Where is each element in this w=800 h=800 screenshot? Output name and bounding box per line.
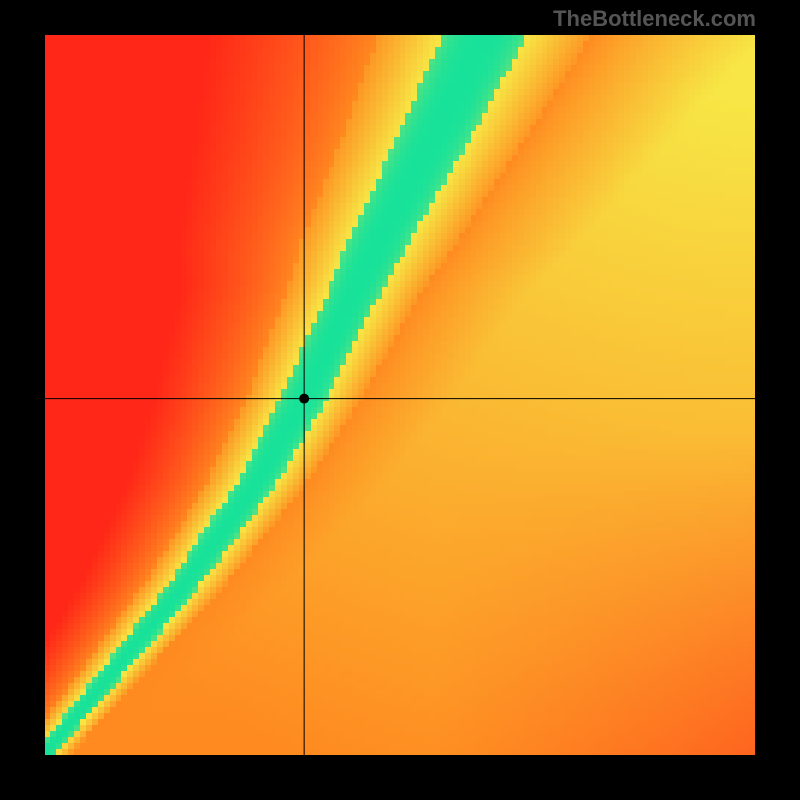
watermark-text: TheBottleneck.com	[553, 6, 756, 32]
chart-container: { "canvas": { "width": 800, "height": 80…	[0, 0, 800, 800]
bottleneck-heatmap	[45, 35, 755, 755]
